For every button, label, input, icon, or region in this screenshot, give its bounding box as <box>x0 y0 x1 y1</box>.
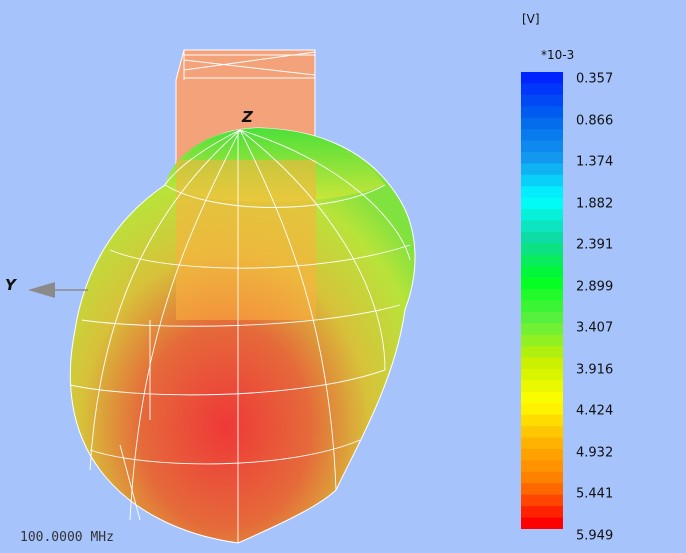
legend-color-segment <box>521 277 563 290</box>
legend-color-segment <box>521 83 563 96</box>
color-legend-bar <box>521 72 563 529</box>
legend-color-segment <box>521 300 563 313</box>
legend-color-segment <box>521 369 563 382</box>
legend-color-segment <box>521 494 563 507</box>
radiation-lobe <box>69 127 416 544</box>
legend-color-segment <box>521 483 563 496</box>
frequency-label: 100.0000 MHz <box>20 530 114 545</box>
legend-tick-label: 0.866 <box>576 113 614 129</box>
legend-color-segment <box>521 231 563 244</box>
legend-color-segment <box>521 391 563 404</box>
legend-color-segment <box>521 163 563 176</box>
legend-color-segment <box>521 106 563 119</box>
legend-color-segment <box>521 197 563 210</box>
legend-color-segment <box>521 311 563 324</box>
legend-color-segment <box>521 506 563 519</box>
legend-tick-label: 0.357 <box>576 71 614 87</box>
legend-tick-label: 5.441 <box>576 486 614 502</box>
legend-color-segment <box>521 449 563 462</box>
legend-color-segment <box>521 129 563 142</box>
legend-color-segment <box>521 346 563 359</box>
y-axis-arrow <box>28 282 88 298</box>
legend-color-segment <box>521 460 563 473</box>
y-axis-label: Y <box>5 276 16 294</box>
legend-color-segment <box>521 174 563 187</box>
legend-color-segment <box>521 72 563 85</box>
legend-tick-label: 4.932 <box>576 445 614 461</box>
legend-color-segment <box>521 94 563 107</box>
legend-color-segment <box>521 117 563 130</box>
legend-unit: [V] <box>522 12 540 26</box>
legend-color-segment <box>521 437 563 450</box>
legend-color-segment <box>521 140 563 153</box>
legend-color-segment <box>521 266 563 279</box>
legend-color-segment <box>521 414 563 427</box>
legend-color-segment <box>521 220 563 233</box>
legend-tick-label: 2.899 <box>576 279 614 295</box>
legend-color-segment <box>521 471 563 484</box>
legend-color-segment <box>521 289 563 302</box>
legend-color-segment <box>521 254 563 267</box>
legend-ticks: 0.357 0.866 1.374 1.882 2.391 2.899 3.407 3.916… <box>576 0 676 553</box>
legend-tick-label: 1.374 <box>576 154 614 170</box>
legend-color-segment <box>521 426 563 439</box>
legend-color-segment <box>521 380 563 393</box>
legend-color-segment <box>521 323 563 336</box>
legend-tick-label: 2.391 <box>576 237 614 253</box>
legend-color-segment <box>521 517 563 529</box>
legend-color-segment <box>521 334 563 347</box>
legend-color-segment <box>521 243 563 256</box>
legend-color-segment <box>521 151 563 164</box>
z-axis-label: Z <box>242 108 253 126</box>
legend-tick-label: 4.424 <box>576 403 614 419</box>
legend-tick-label: 3.916 <box>576 362 614 378</box>
legend-color-segment <box>521 186 563 199</box>
legend-tick-label: 3.407 <box>576 320 614 336</box>
legend-color-segment <box>521 209 563 222</box>
legend-color-segment <box>521 403 563 416</box>
legend-tick-label: 5.949 <box>576 528 614 544</box>
legend-tick-label: 1.882 <box>576 196 614 212</box>
legend-color-segment <box>521 357 563 370</box>
legend-scale: *10-3 <box>541 48 575 62</box>
